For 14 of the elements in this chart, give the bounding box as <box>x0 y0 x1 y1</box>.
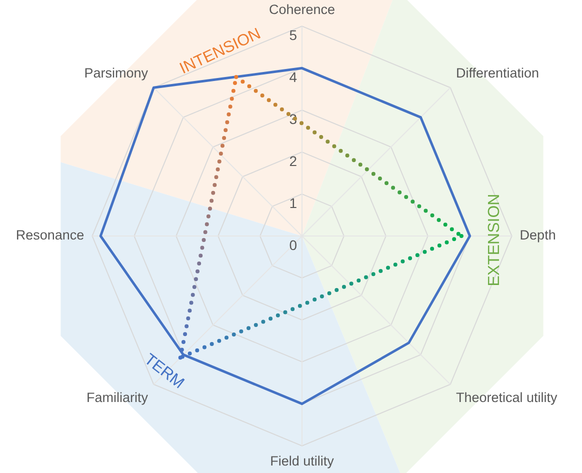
y-tick-label: 2 <box>289 152 298 169</box>
spoke-label: Coherence <box>268 2 336 17</box>
spoke-label: Depth <box>520 228 556 243</box>
spoke-label: Parsimony <box>84 66 148 81</box>
y-tick-label: 1 <box>289 194 298 211</box>
text: EXTENSION <box>486 194 504 286</box>
spoke-label: Differentiation <box>456 66 540 81</box>
spoke-label: Familiarity <box>86 390 148 405</box>
y-tick-label: 4 <box>289 69 298 86</box>
spoke-label: Resonance <box>16 228 84 243</box>
y-tick-label: 5 <box>289 27 298 44</box>
spoke-label: Theoretical utility <box>456 390 558 405</box>
spoke-label: Field utility <box>270 454 334 469</box>
y-tick-label: 0 <box>289 236 298 253</box>
